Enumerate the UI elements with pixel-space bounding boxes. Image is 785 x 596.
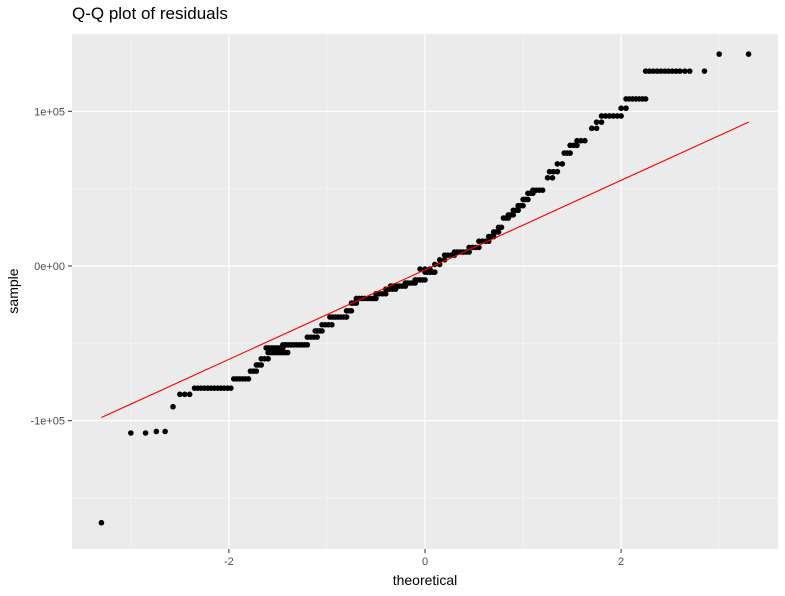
y-tick-label: 0e+00	[34, 261, 65, 273]
data-point	[567, 150, 573, 156]
data-point	[162, 428, 168, 435]
data-point	[498, 224, 505, 231]
reference-line	[101, 121, 749, 419]
data-point	[177, 391, 183, 398]
data-point	[436, 256, 443, 263]
data-point	[329, 321, 335, 328]
data-point	[546, 168, 553, 175]
data-point	[618, 113, 624, 119]
data-point	[550, 168, 557, 175]
data-point	[559, 161, 566, 167]
data-point	[606, 113, 613, 119]
data-point	[614, 113, 620, 119]
reference-line-group	[101, 121, 749, 419]
data-point	[716, 51, 722, 57]
data-point	[582, 137, 588, 144]
data-point	[525, 196, 531, 203]
data-point	[98, 519, 105, 526]
data-point	[495, 229, 502, 235]
sample-points	[98, 51, 752, 526]
x-axis-title: theoretical	[393, 572, 458, 588]
data-point	[549, 175, 556, 181]
data-point	[598, 113, 605, 119]
data-point	[128, 430, 134, 436]
data-point	[417, 266, 423, 272]
data-point	[314, 334, 320, 340]
data-point	[510, 212, 517, 218]
data-point	[515, 207, 521, 214]
data-point	[578, 137, 584, 144]
data-point	[686, 68, 693, 74]
data-point	[253, 368, 260, 374]
data-point	[593, 119, 600, 125]
data-point	[228, 385, 234, 391]
data-point	[539, 187, 546, 194]
data-point	[373, 295, 379, 302]
data-point	[284, 349, 291, 356]
data-point	[258, 362, 265, 368]
x-tick-label: 0	[422, 556, 428, 568]
y-axis-title: sample	[5, 268, 21, 313]
data-point	[348, 308, 355, 314]
data-point	[181, 391, 188, 398]
data-point	[432, 269, 438, 275]
data-point	[623, 105, 629, 112]
data-point	[422, 277, 428, 283]
chart-title: Q-Q plot of residuals	[72, 4, 228, 23]
y-tick-label: -1e+05	[30, 416, 65, 428]
data-point	[265, 355, 271, 362]
data-point	[153, 428, 160, 435]
data-point	[593, 125, 600, 132]
data-point	[588, 125, 595, 132]
data-point	[574, 142, 580, 149]
data-point	[682, 68, 688, 74]
data-point	[343, 314, 350, 320]
data-point	[170, 403, 176, 410]
data-point	[186, 391, 193, 398]
data-point	[554, 161, 561, 167]
data-point	[618, 105, 624, 112]
data-point	[745, 51, 752, 57]
y-tick-label: 1e+05	[34, 106, 65, 118]
data-point	[245, 376, 252, 382]
data-point	[520, 202, 526, 209]
grid-lines	[72, 33, 778, 549]
data-point	[544, 175, 551, 181]
data-point	[701, 68, 708, 74]
data-point	[574, 137, 580, 144]
x-tick-label: 2	[618, 556, 624, 568]
data-point	[304, 342, 311, 348]
x-tick-label: -2	[224, 556, 234, 568]
data-point	[610, 113, 617, 119]
data-point	[598, 119, 605, 125]
data-point	[602, 113, 609, 119]
data-point	[382, 291, 389, 297]
data-point	[642, 96, 649, 102]
axes: -2 0 2 -1e+05 0e+00 1e+05	[30, 106, 624, 568]
data-point	[677, 68, 683, 74]
data-point	[554, 168, 561, 175]
data-point	[319, 328, 325, 334]
data-point	[142, 430, 149, 436]
